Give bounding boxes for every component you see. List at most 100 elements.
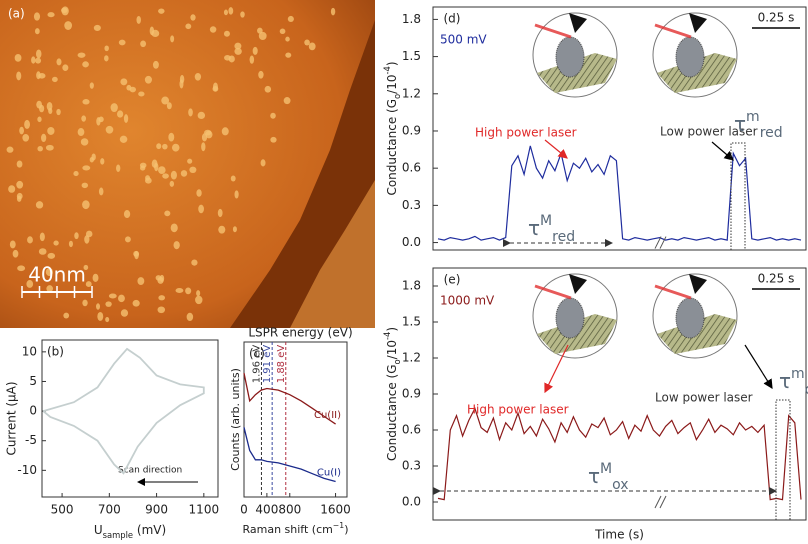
stm-dot — [212, 86, 219, 92]
stm-dot — [217, 208, 223, 218]
stm-dot — [118, 39, 126, 46]
stm-dot — [45, 144, 54, 151]
stm-dot — [136, 15, 141, 24]
stm-dot — [194, 72, 202, 81]
stm-dot — [132, 299, 140, 307]
axis-break — [654, 495, 667, 509]
stm-dot — [258, 70, 264, 79]
x-axis-label: Raman shift (cm−1) — [242, 521, 348, 537]
stm-dot — [82, 61, 89, 68]
stm-dot — [16, 71, 22, 81]
stm-dot — [14, 53, 22, 62]
inset-laser — [654, 23, 692, 39]
stm-dot — [62, 64, 69, 72]
voltage-label: 1000 mV — [440, 294, 495, 308]
stm-dot — [19, 126, 24, 135]
tau-long-label-part: M — [540, 213, 552, 229]
y-tick-label: 1.2 — [402, 351, 421, 365]
stm-dot — [119, 135, 128, 143]
inset-molecules — [675, 297, 705, 339]
stm-dot — [157, 306, 166, 314]
y-tick-label: 1.5 — [402, 49, 421, 63]
x-tick-label: 400 — [255, 503, 278, 517]
stm-dot — [264, 85, 272, 93]
stm-dot — [98, 116, 104, 123]
stm-dot — [85, 281, 92, 288]
stm-dot — [68, 240, 73, 248]
stm-dot — [82, 299, 88, 307]
tau-short-label: τmox — [779, 366, 808, 398]
tau-long-label: τMred — [528, 213, 575, 245]
stm-dot — [81, 182, 89, 189]
stm-dot — [287, 15, 294, 23]
stm-dot — [85, 230, 93, 238]
stm-dot — [223, 9, 228, 16]
stm-dot — [137, 277, 145, 285]
y-axis-label: Conductance (Go/10-4) — [382, 61, 402, 195]
stm-dot — [27, 236, 33, 244]
y-axis-label-part: -4 — [382, 66, 392, 74]
stm-terrace-light — [290, 180, 375, 328]
panel-label: (d) — [444, 12, 461, 26]
stm-dot — [144, 75, 152, 84]
stm-dot — [34, 28, 40, 35]
tau-short-label-part: red — [760, 125, 783, 141]
stm-dot — [83, 264, 89, 271]
tau-short-label: τmred — [734, 109, 783, 141]
y-axis-label-part: Conductance (G — [385, 99, 399, 196]
inset-molecules — [675, 36, 705, 78]
y-axis-label-part: /10 — [385, 75, 399, 94]
stm-dot — [170, 170, 177, 180]
stm-dot — [100, 158, 105, 165]
stm-dot — [16, 160, 23, 168]
stm-dot — [118, 294, 125, 303]
stm-dot — [110, 103, 118, 113]
stm-dot — [228, 7, 234, 15]
stm-dot — [77, 52, 86, 58]
stm-dot — [80, 138, 89, 146]
y-tick-label: 0.6 — [402, 161, 421, 175]
y-axis-label: Conductance (Go/10-4) — [382, 327, 402, 461]
voltage-label: 500 mV — [440, 33, 487, 47]
y-tick-label: 0.9 — [402, 387, 421, 401]
stm-dot — [145, 175, 151, 181]
x-tick-label: 700 — [98, 503, 121, 517]
stm-dot — [39, 104, 45, 113]
high-power-arrow — [544, 344, 569, 394]
x-tick-label: 800 — [278, 503, 301, 517]
stm-dot — [175, 287, 184, 294]
stm-dot — [149, 26, 155, 36]
stm-dot — [196, 290, 201, 297]
tau-short-label-part: m — [746, 109, 760, 125]
stm-dot — [37, 116, 42, 123]
stm-dot — [159, 274, 165, 282]
x-axis-label-part: (mV) — [133, 523, 166, 537]
inset-tip — [689, 13, 707, 33]
stm-dot — [73, 171, 79, 177]
stm-dot — [138, 91, 145, 97]
plot-frame — [432, 6, 807, 251]
inset-tip — [569, 13, 587, 33]
stm-dot — [77, 128, 85, 136]
stm-dot — [74, 232, 79, 240]
high-power-arrow — [544, 139, 568, 159]
stm-dot — [64, 21, 73, 30]
low-power-arrow — [744, 344, 773, 390]
stm-dot — [120, 78, 128, 86]
inset-laser — [534, 23, 572, 39]
y-tick-label: 0 — [29, 404, 37, 418]
tau-long-label-part: red — [552, 229, 575, 245]
inset-molecules — [555, 36, 585, 78]
stm-dot — [195, 295, 203, 305]
marker-label: 1.88 eV — [276, 345, 287, 384]
x-axis-label-part: sample — [103, 530, 133, 540]
stm-dot — [230, 175, 236, 182]
stm-dot — [41, 133, 47, 143]
stm-dot — [47, 126, 55, 135]
panel-label: (b) — [47, 345, 64, 359]
stm-dot — [6, 146, 14, 153]
stm-dot — [209, 26, 217, 33]
stm-dot — [158, 8, 165, 14]
stm-dot — [38, 248, 47, 255]
stm-dot — [258, 31, 267, 41]
